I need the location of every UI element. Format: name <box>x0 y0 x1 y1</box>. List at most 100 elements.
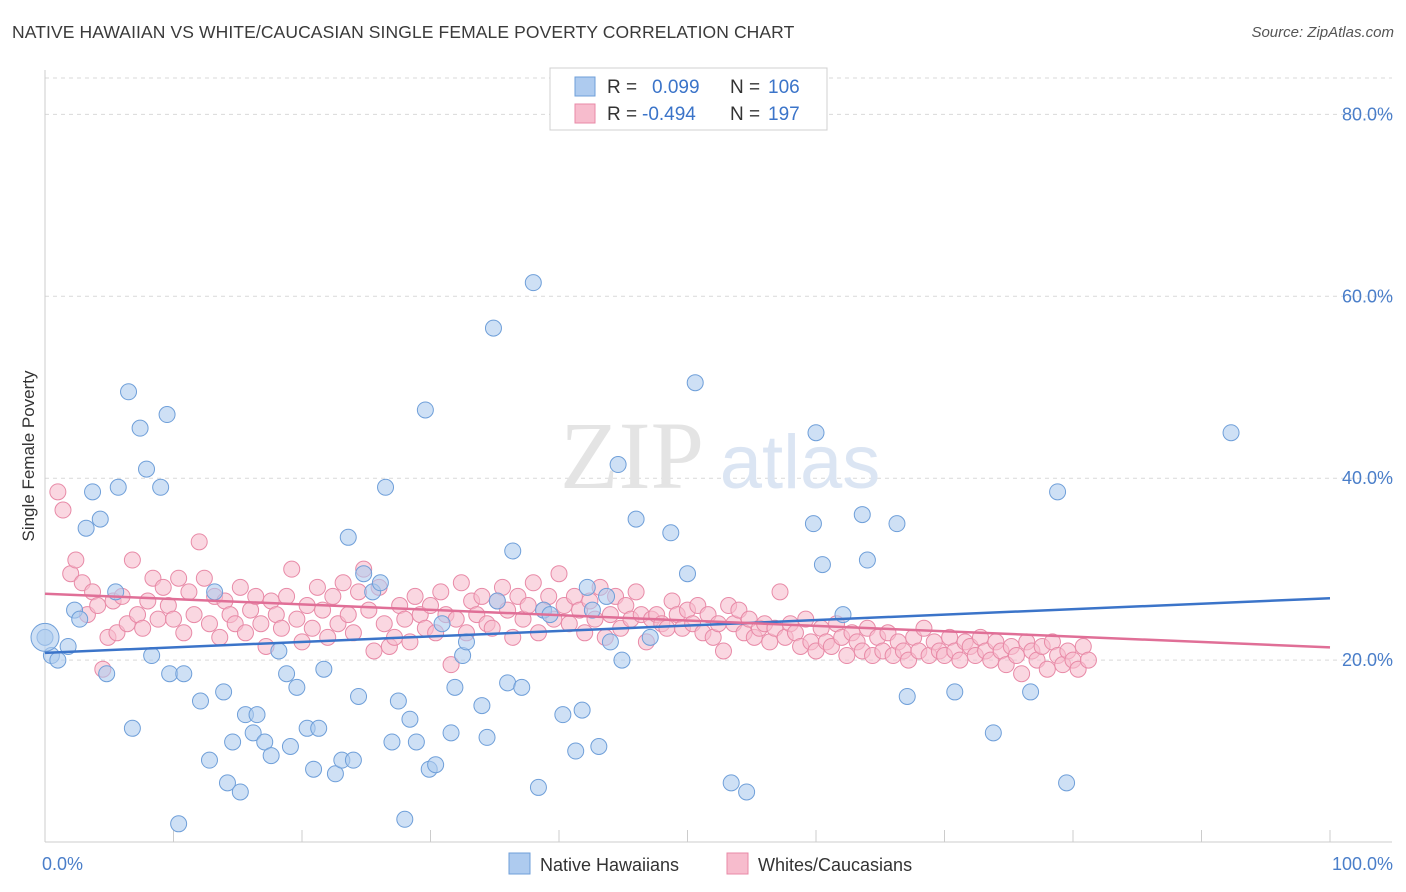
data-point-blue <box>984 724 1002 742</box>
data-point-blue <box>326 765 344 783</box>
data-point-pink <box>303 619 321 637</box>
data-point-blue <box>524 274 542 292</box>
watermark-zip: ZIP <box>560 402 704 509</box>
data-point-pink <box>1038 660 1056 678</box>
data-point-blue <box>446 678 464 696</box>
data-point-pink <box>375 615 393 633</box>
data-point-pink <box>175 624 193 642</box>
bottom-legend-label-native-hawaiians: Native Hawaiians <box>540 855 679 875</box>
trendlines <box>44 592 1331 655</box>
data-point-blue <box>344 751 362 769</box>
data-point-blue <box>270 642 288 660</box>
data-point-blue <box>609 456 627 474</box>
data-point-blue <box>898 687 916 705</box>
trendline-blue <box>44 596 1331 655</box>
data-point-pink <box>165 610 182 628</box>
data-point-pink <box>524 574 542 592</box>
data-point-blue <box>396 810 414 828</box>
data-point-pink <box>838 647 856 665</box>
data-point-blue <box>662 524 680 542</box>
data-point-pink <box>54 501 72 519</box>
data-point-blue <box>478 728 496 746</box>
data-point-pink <box>658 619 676 637</box>
data-point-blue <box>401 710 419 728</box>
data-point-blue <box>98 665 116 683</box>
data-point-blue <box>191 692 209 710</box>
data-point-blue <box>248 706 266 724</box>
legend-r-value-1: 0.099 <box>652 77 700 98</box>
data-point-blue <box>442 724 460 742</box>
data-point-pink <box>339 606 357 624</box>
data-point-blue <box>158 406 176 424</box>
data-point-blue <box>123 719 141 737</box>
legend-swatch-pink <box>574 103 596 124</box>
data-point-blue <box>813 556 831 574</box>
y-axis-label: Single Female Poverty <box>19 370 38 542</box>
data-point-blue <box>1058 774 1076 792</box>
data-point-blue <box>473 697 491 715</box>
legend-n-label-2: N = <box>730 104 760 125</box>
data-point-blue <box>109 478 127 496</box>
data-point-blue <box>433 615 451 633</box>
y-tick-label: 80.0% <box>1342 104 1393 124</box>
data-point-pink <box>396 610 414 628</box>
series-whites-caucasians <box>49 483 1097 683</box>
watermark: ZIP atlas <box>560 402 880 509</box>
bottom-legend-swatch-blue <box>508 852 531 875</box>
data-point-pink <box>170 569 188 587</box>
data-point-pink <box>49 483 67 501</box>
data-point-blue <box>170 815 188 833</box>
data-point-blue <box>488 592 506 610</box>
data-point-pink <box>447 610 465 628</box>
data-point-pink <box>67 551 85 569</box>
data-point-pink <box>154 578 172 596</box>
data-point-blue <box>858 551 876 569</box>
data-point-blue <box>256 733 274 751</box>
data-point-blue <box>84 483 102 501</box>
data-point-blue <box>143 647 161 665</box>
legend-n-label-1: N = <box>730 77 760 98</box>
data-point-blue <box>416 401 434 419</box>
data-point-pink <box>247 587 265 605</box>
data-point-pink <box>771 583 789 601</box>
data-point-blue <box>305 760 323 778</box>
data-point-pink <box>180 583 198 601</box>
y-tick-label: 40.0% <box>1342 468 1393 488</box>
data-point-blue <box>377 478 395 496</box>
data-point-pink <box>308 578 326 596</box>
legend-r-label-1: R = <box>607 77 637 98</box>
data-point-blue <box>224 733 242 751</box>
data-point-pink <box>272 619 290 637</box>
legend-n-value-2: 197 <box>768 104 800 125</box>
data-point-pink <box>442 656 460 674</box>
data-point-pink <box>360 601 378 619</box>
y-tick-label: 60.0% <box>1342 286 1393 306</box>
data-point-blue <box>49 651 67 669</box>
data-point-blue <box>567 742 585 760</box>
data-point-pink <box>139 592 157 610</box>
data-point-blue <box>554 706 572 724</box>
data-point-pink <box>915 619 933 637</box>
data-point-pink <box>550 565 568 583</box>
data-point-pink <box>1013 665 1031 683</box>
data-point-pink <box>483 619 501 637</box>
data-point-blue <box>529 778 547 796</box>
data-point-blue <box>583 601 601 619</box>
data-point-pink <box>519 597 537 615</box>
data-point-blue <box>722 774 740 792</box>
legend-r-label-2: R = <box>607 104 637 125</box>
bottom-legend: Native Hawaiians Whites/Caucasians <box>508 852 912 875</box>
data-point-pink <box>211 628 229 646</box>
data-point-blue <box>71 610 89 628</box>
data-point-blue <box>383 733 401 751</box>
data-point-blue <box>215 683 233 701</box>
data-point-blue <box>573 701 591 719</box>
data-point-blue <box>504 542 522 560</box>
data-point-blue <box>888 515 906 533</box>
data-point-blue <box>218 774 236 792</box>
data-point-blue <box>262 747 280 765</box>
data-point-blue <box>513 678 531 696</box>
data-point-pink <box>406 587 424 605</box>
data-point-pink <box>473 587 491 605</box>
